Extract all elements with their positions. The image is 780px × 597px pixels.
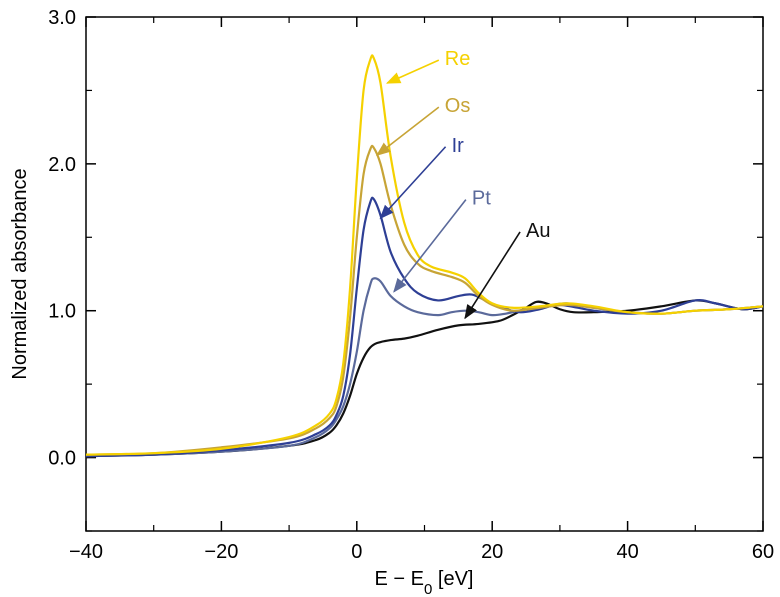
x-tick-label: 60 (752, 541, 774, 563)
series-arrow-ir (379, 146, 447, 220)
series-arrow-pt (393, 199, 467, 293)
series-labels: Au Pt Ir Os Re (375, 48, 551, 320)
series-lines (85, 54, 764, 458)
y-axis-title: Normalized absorbance (9, 168, 31, 379)
series-line-re (85, 54, 764, 456)
series-line-au (85, 299, 764, 458)
axis-ticks (85, 16, 764, 532)
y-tick-label: 0.0 (48, 448, 76, 470)
series-arrow-re (385, 59, 440, 84)
y-tick-label: 3.0 (48, 7, 76, 29)
series-label-re: Re (445, 48, 471, 70)
series-label-ir: Ir (452, 135, 465, 157)
x-axis-title-subscript: 0 (424, 581, 432, 597)
series-arrow-os (375, 106, 440, 156)
series-label-pt: Pt (472, 188, 491, 210)
series-line-ir (85, 196, 764, 458)
x-axis-title-unit: [eV] (432, 568, 473, 590)
y-tick-label: 2.0 (48, 154, 76, 176)
series-line-os (85, 144, 764, 456)
x-axis-title-main: E − E (375, 568, 424, 590)
x-tick-label: 0 (351, 541, 362, 563)
y-tick-label: 1.0 (48, 301, 76, 323)
series-label-os: Os (445, 95, 471, 117)
x-tick-label: 40 (616, 541, 638, 563)
x-tick-label: −20 (204, 541, 238, 563)
x-tick-label: −40 (69, 541, 103, 563)
x-tick-label: 20 (481, 541, 503, 563)
tick-labels: −40 −20 0 20 40 60 0.0 1.0 2.0 3.0 (48, 7, 774, 563)
series-label-au: Au (526, 220, 550, 242)
x-axis-title: E − E0 [eV] (375, 568, 474, 597)
series-arrow-au (464, 231, 521, 320)
series-line-pt (85, 277, 764, 458)
